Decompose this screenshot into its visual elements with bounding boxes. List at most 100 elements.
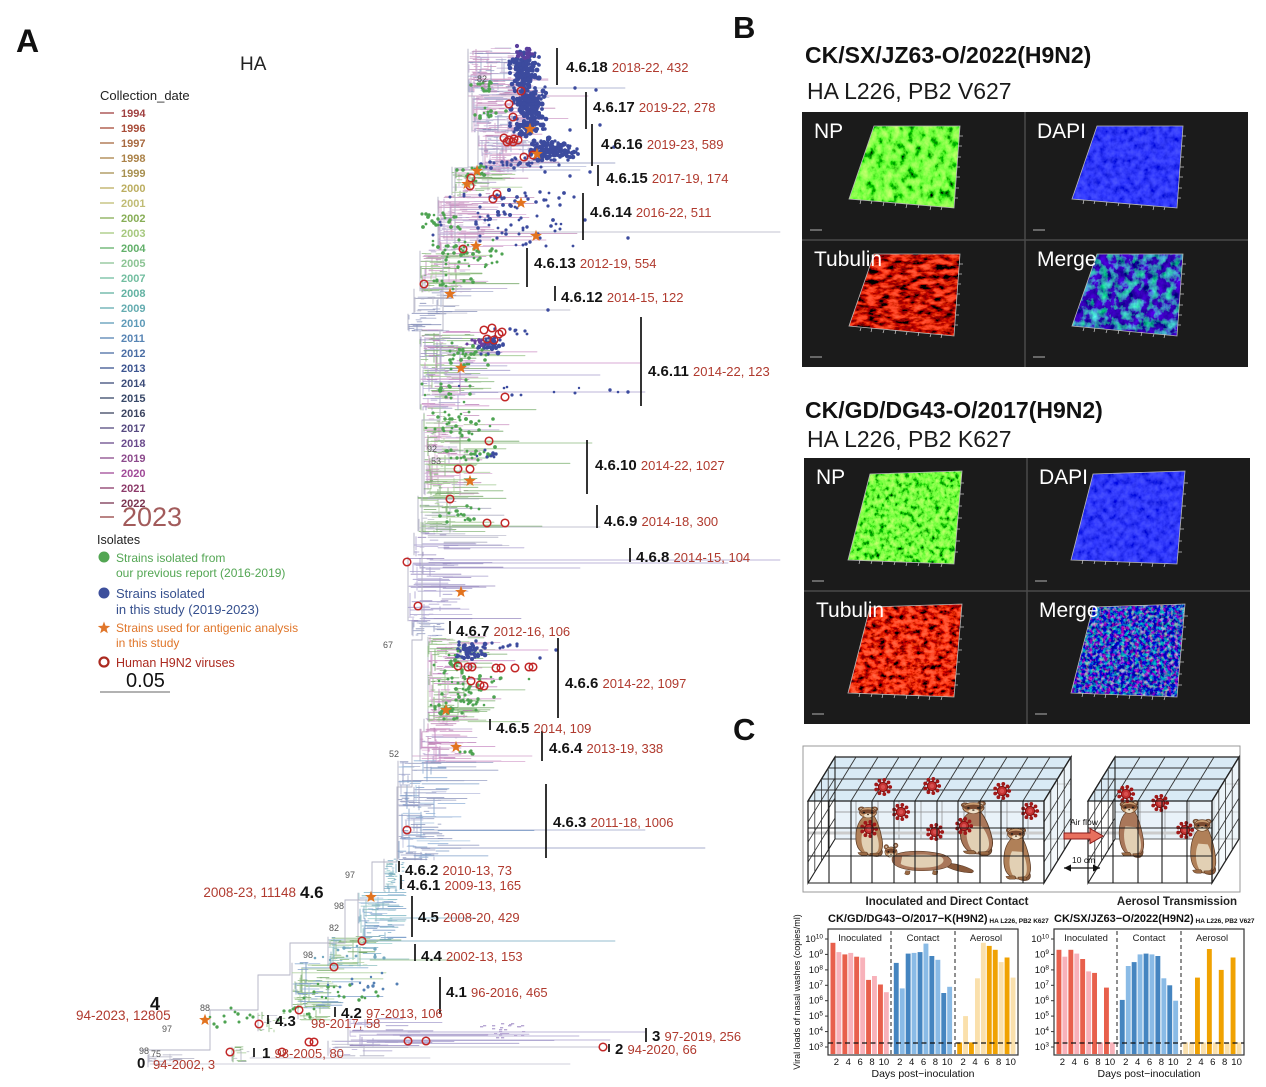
svg-text:103: 103 xyxy=(1035,1042,1050,1054)
svg-text:our previous report (2016-2019: our previous report (2016-2019) xyxy=(116,566,285,580)
svg-text:98: 98 xyxy=(334,901,344,911)
svg-text:4.5 2008-20, 429: 4.5 2008-20, 429 xyxy=(418,909,520,926)
svg-text:Viral loads of nasal washes (c: Viral loads of nasal washes (copies/ml) xyxy=(792,914,802,1069)
svg-text:2: 2 xyxy=(1186,1057,1191,1068)
svg-text:1010: 1010 xyxy=(1031,934,1049,946)
svg-text:10: 10 xyxy=(1231,1057,1242,1068)
svg-text:98: 98 xyxy=(303,950,313,960)
svg-text:10: 10 xyxy=(1105,1057,1116,1068)
svg-text:10: 10 xyxy=(879,1057,890,1068)
svg-text:Strains isolated: Strains isolated xyxy=(116,586,205,601)
svg-text:Inoculated: Inoculated xyxy=(1064,933,1108,944)
svg-text:2014: 2014 xyxy=(121,378,146,390)
svg-text:0: 0 xyxy=(137,1055,145,1072)
svg-text:DAPI: DAPI xyxy=(1037,120,1086,143)
svg-text:2021: 2021 xyxy=(121,483,145,495)
svg-text:1010: 1010 xyxy=(805,934,823,946)
svg-text:4.6: 4.6 xyxy=(300,883,324,902)
svg-text:2016: 2016 xyxy=(121,408,145,420)
svg-text:Strains isolated from: Strains isolated from xyxy=(116,551,225,565)
svg-text:107: 107 xyxy=(809,980,824,992)
svg-text:6: 6 xyxy=(1210,1057,1215,1068)
svg-text:4.6.18 2018-22, 432: 4.6.18 2018-22, 432 xyxy=(566,59,689,76)
svg-text:0.05: 0.05 xyxy=(126,670,165,692)
svg-text:82: 82 xyxy=(477,74,487,84)
svg-text:4: 4 xyxy=(1072,1057,1077,1068)
svg-text:107: 107 xyxy=(1035,980,1050,992)
svg-text:B: B xyxy=(733,10,755,45)
svg-text:2022: 2022 xyxy=(121,498,145,510)
svg-text:8: 8 xyxy=(1222,1057,1227,1068)
svg-text:4.6.6 2014-22, 1097: 4.6.6 2014-22, 1097 xyxy=(565,675,686,692)
svg-text:4.6.11 2014-22, 123: 4.6.11 2014-22, 123 xyxy=(648,363,770,380)
svg-text:109: 109 xyxy=(1035,949,1050,961)
svg-text:2018: 2018 xyxy=(121,438,145,450)
svg-text:Inoculated: Inoculated xyxy=(838,933,882,944)
svg-text:6: 6 xyxy=(984,1057,989,1068)
svg-text:4: 4 xyxy=(1135,1057,1140,1068)
svg-text:Contact: Contact xyxy=(1133,933,1166,944)
svg-text:2017: 2017 xyxy=(121,423,145,435)
svg-text:2001: 2001 xyxy=(121,198,145,210)
svg-text:10 cm: 10 cm xyxy=(1072,855,1095,865)
svg-text:2013: 2013 xyxy=(121,363,145,375)
svg-text:4.4 2002-13, 153: 4.4 2002-13, 153 xyxy=(421,948,523,965)
svg-text:2000: 2000 xyxy=(121,183,145,195)
svg-text:105: 105 xyxy=(1035,1011,1050,1023)
svg-text:2015: 2015 xyxy=(121,393,145,405)
svg-text:in this study: in this study xyxy=(116,636,179,650)
svg-text:8: 8 xyxy=(933,1057,938,1068)
svg-text:4.3: 4.3 xyxy=(275,1013,296,1030)
svg-text:HA: HA xyxy=(240,54,267,75)
svg-text:Days post−inoculation: Days post−inoculation xyxy=(871,1068,974,1080)
svg-text:Aerosol: Aerosol xyxy=(970,933,1002,944)
svg-text:NP: NP xyxy=(816,466,845,489)
svg-text:4.6.12 2014-15, 122: 4.6.12 2014-15, 122 xyxy=(561,289,684,306)
svg-text:106: 106 xyxy=(809,995,824,1007)
svg-text:10: 10 xyxy=(1005,1057,1016,1068)
svg-text:1997: 1997 xyxy=(121,138,145,150)
svg-text:75: 75 xyxy=(151,1049,161,1059)
svg-text:1 98-2005, 80: 1 98-2005, 80 xyxy=(262,1045,344,1062)
svg-text:2003: 2003 xyxy=(121,228,145,240)
svg-text:Merge: Merge xyxy=(1039,599,1099,622)
svg-text:2: 2 xyxy=(1123,1057,1128,1068)
svg-text:4: 4 xyxy=(909,1057,914,1068)
svg-text:4.6.4 2013-19, 338: 4.6.4 2013-19, 338 xyxy=(549,740,663,757)
svg-text:4.6.10 2014-22, 1027: 4.6.10 2014-22, 1027 xyxy=(595,457,725,474)
svg-text:4: 4 xyxy=(150,994,160,1014)
svg-text:2011: 2011 xyxy=(121,333,145,345)
svg-text:10: 10 xyxy=(942,1057,953,1068)
svg-text:97: 97 xyxy=(345,870,355,880)
svg-text:2: 2 xyxy=(960,1057,965,1068)
svg-text:C: C xyxy=(733,712,755,747)
svg-text:DAPI: DAPI xyxy=(1039,466,1088,489)
svg-text:52: 52 xyxy=(389,749,399,759)
svg-text:2004: 2004 xyxy=(121,243,146,255)
svg-text:2002: 2002 xyxy=(121,213,145,225)
svg-text:6: 6 xyxy=(1084,1057,1089,1068)
svg-text:2010: 2010 xyxy=(121,318,145,330)
svg-text:4.6.14 2016-22, 511: 4.6.14 2016-22, 511 xyxy=(590,204,712,221)
svg-text:88: 88 xyxy=(200,1003,210,1013)
svg-text:4.6.2 2010-13, 73: 4.6.2 2010-13, 73 xyxy=(405,862,512,879)
svg-text:4.6.1 2009-13, 165: 4.6.1 2009-13, 165 xyxy=(407,877,521,894)
svg-text:4.6.8 2014-15, 104: 4.6.8 2014-15, 104 xyxy=(636,549,750,566)
svg-text:2 94-2020, 66: 2 94-2020, 66 xyxy=(615,1041,697,1058)
svg-text:98: 98 xyxy=(139,1046,149,1056)
svg-text:109: 109 xyxy=(809,949,824,961)
svg-text:1999: 1999 xyxy=(121,168,145,180)
svg-text:108: 108 xyxy=(809,964,824,976)
svg-text:4.6.5 2014, 109: 4.6.5 2014, 109 xyxy=(496,720,591,737)
svg-text:98-2017, 58: 98-2017, 58 xyxy=(311,1016,380,1031)
svg-text:Aerosol: Aerosol xyxy=(1196,933,1228,944)
svg-text:8: 8 xyxy=(1095,1057,1100,1068)
svg-text:Air flow: Air flow xyxy=(1070,817,1099,827)
svg-text:8: 8 xyxy=(869,1057,874,1068)
svg-text:1996: 1996 xyxy=(121,123,145,135)
svg-text:2008-23, 11148: 2008-23, 11148 xyxy=(203,885,296,900)
svg-text:Aerosol Transmission: Aerosol Transmission xyxy=(1117,896,1237,908)
svg-text:97: 97 xyxy=(162,1024,172,1034)
svg-text:in this study (2019-2023): in this study (2019-2023) xyxy=(116,602,259,617)
svg-text:CK/SX/JZ63-O/2022(H9N2): CK/SX/JZ63-O/2022(H9N2) xyxy=(805,42,1091,68)
